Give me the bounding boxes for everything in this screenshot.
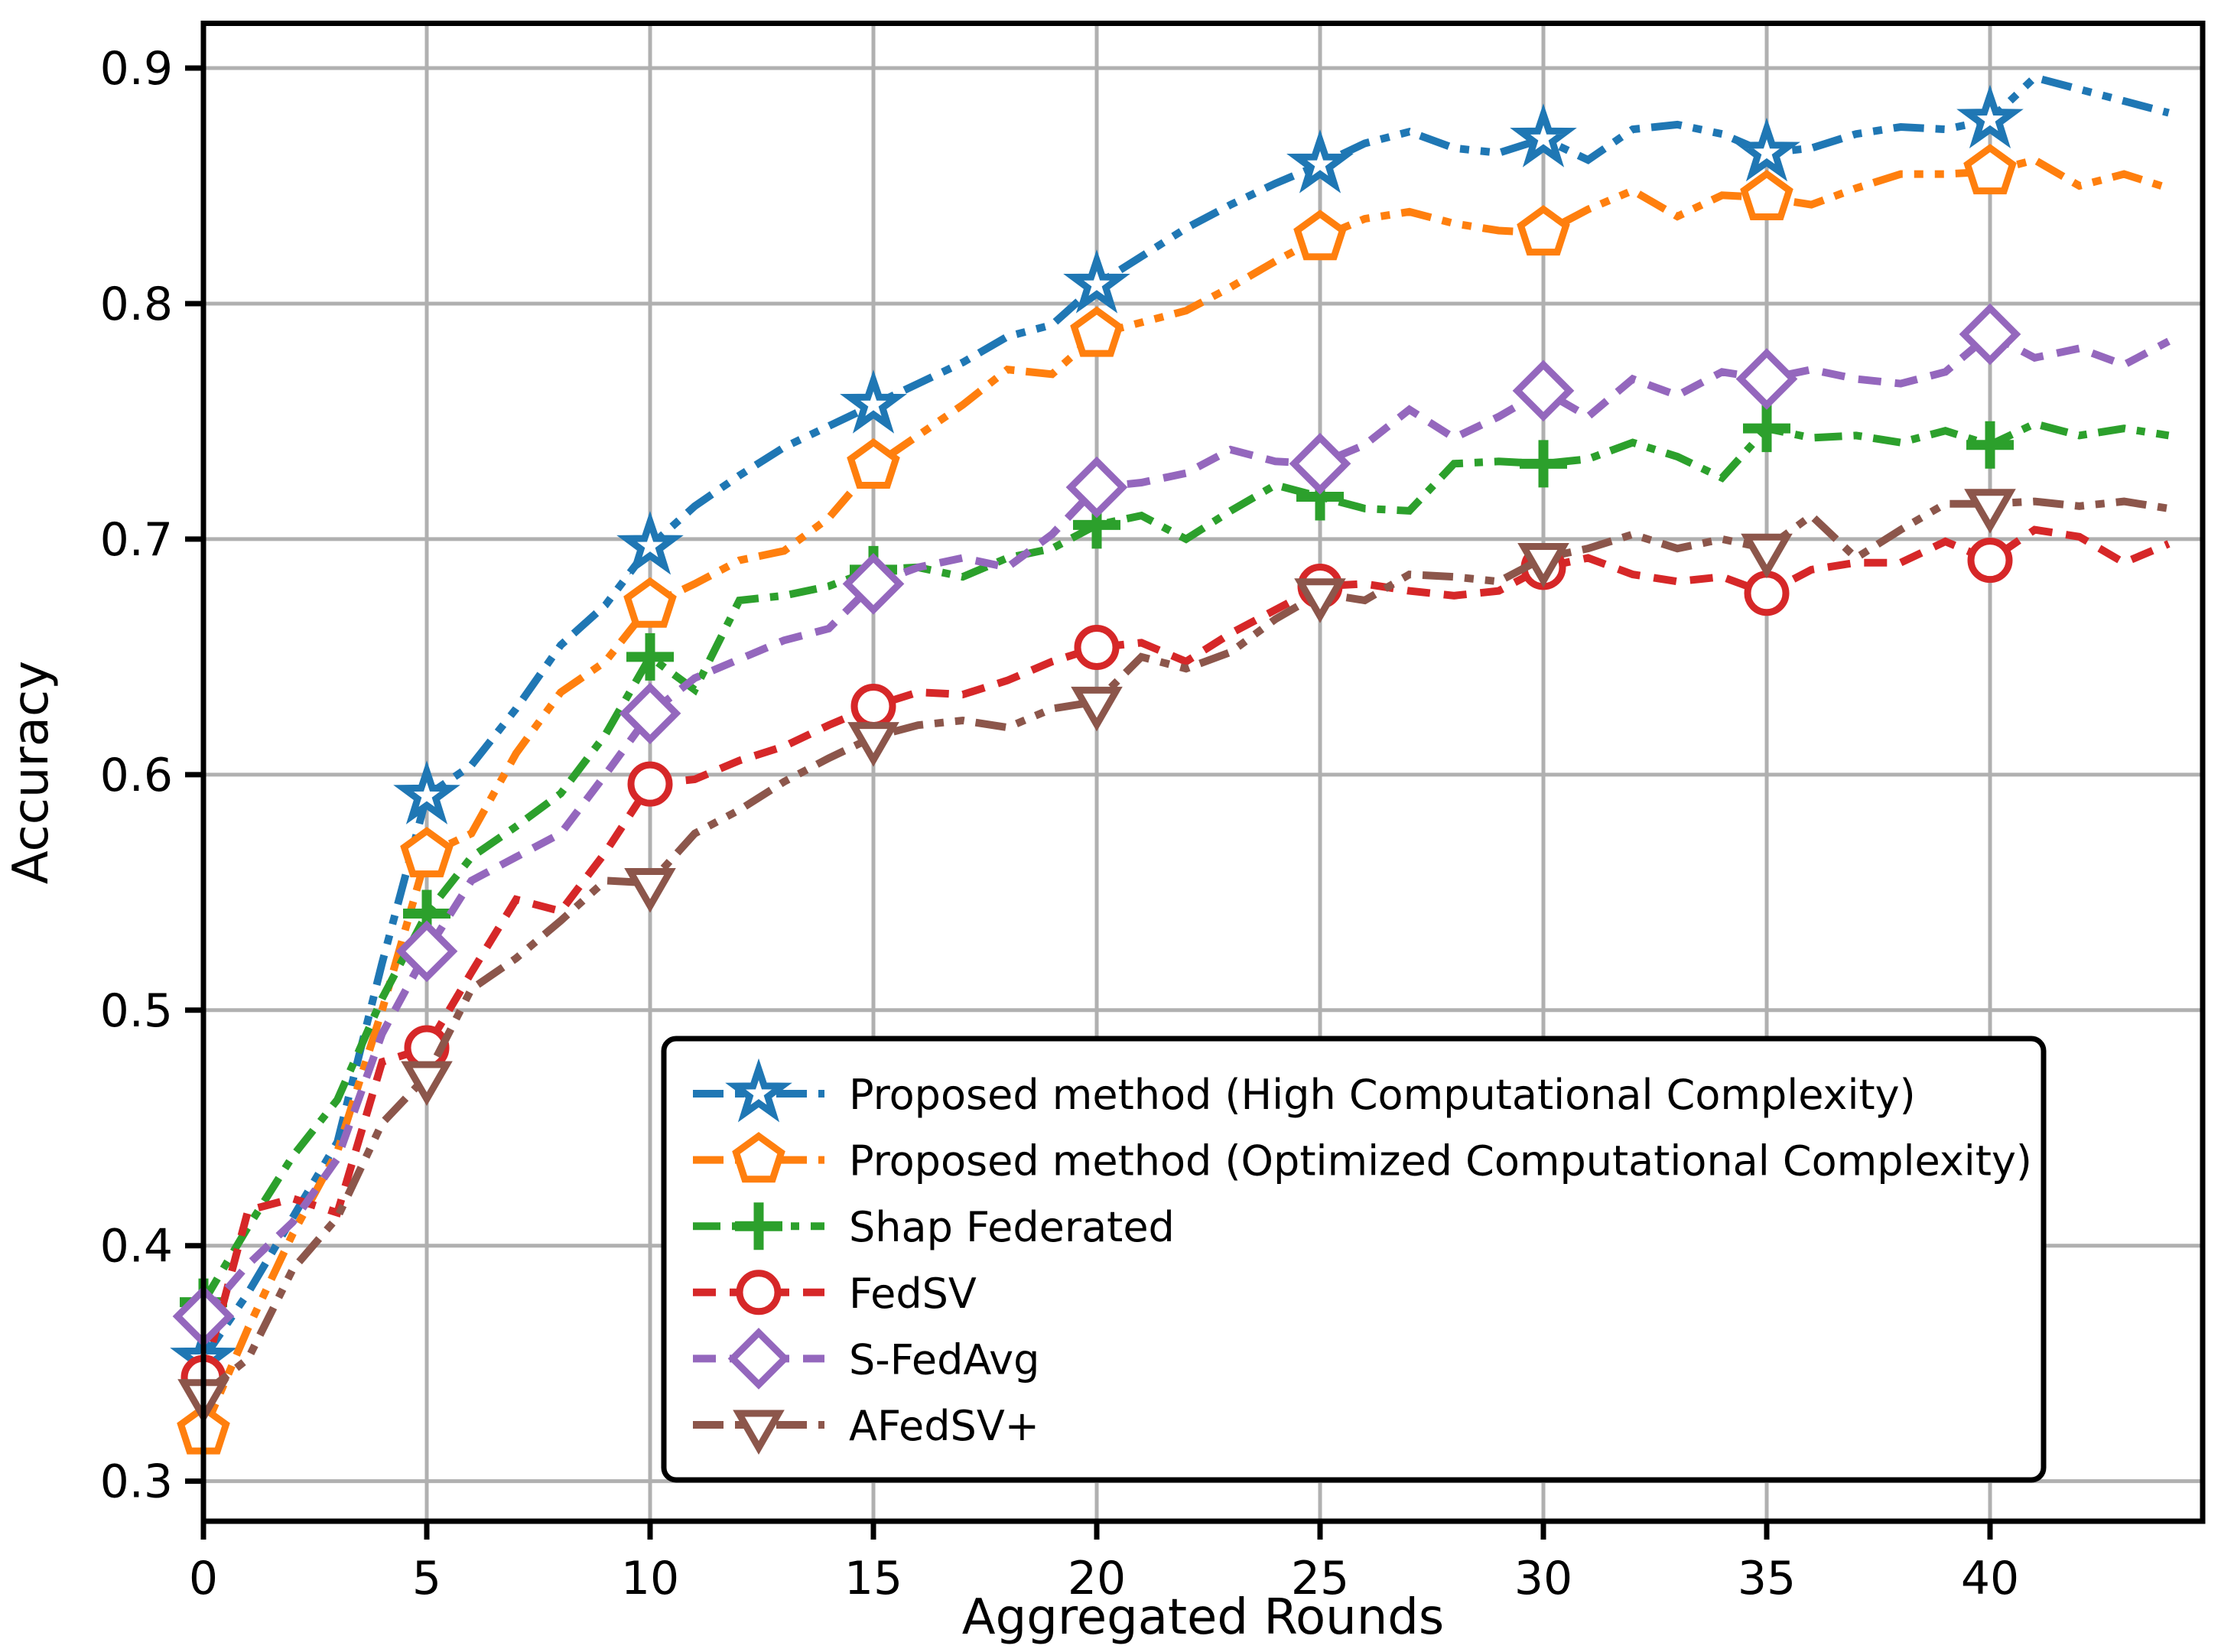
star-marker (840, 369, 907, 434)
diamond-marker (1735, 348, 1798, 410)
diamond-marker (619, 682, 681, 745)
legend-item: S-FedAvg (693, 1328, 1039, 1390)
diamond-marker (727, 1328, 790, 1390)
diamond-marker (395, 920, 458, 983)
legend-label: Proposed method (High Computational Comp… (849, 1071, 1916, 1119)
x-tick-label: 25 (1291, 1552, 1349, 1605)
circle-marker (736, 1270, 782, 1315)
legend-label: Proposed method (Optimized Computational… (849, 1137, 2032, 1185)
circle-marker (1744, 571, 1790, 616)
series-line (200, 497, 2170, 1397)
pentagon-marker (400, 826, 454, 878)
pentagon-marker (1070, 306, 1124, 357)
y-tick-label: 0.3 (100, 1455, 173, 1509)
pentagon-marker (623, 577, 677, 628)
x-tick-label: 10 (621, 1552, 679, 1605)
legend-item: Shap Federated (693, 1202, 1175, 1251)
pentagon-marker (732, 1132, 785, 1183)
star-marker (1063, 249, 1130, 314)
legend: Proposed method (High Computational Comp… (661, 1036, 2047, 1483)
x-tick-label: 20 (1068, 1552, 1126, 1605)
x-tick-label: 35 (1738, 1552, 1796, 1605)
series-line (200, 419, 2170, 1305)
triangle-down-marker (1517, 543, 1569, 588)
triangle-down-marker (1964, 489, 2016, 534)
triangle-down-marker (733, 1410, 785, 1455)
series-line (200, 73, 2170, 1361)
x-tick-label: 40 (1961, 1552, 2019, 1605)
diamond-marker (1959, 303, 2021, 366)
x-tick-label: 5 (412, 1552, 441, 1605)
legend-label: S-FedAvg (849, 1335, 1039, 1384)
x-tick-label: 0 (189, 1552, 218, 1605)
series-line (200, 525, 2171, 1379)
y-tick-label: 0.7 (100, 513, 173, 567)
series-line (200, 330, 2171, 1319)
legend-label: AFedSV+ (849, 1402, 1039, 1450)
diamond-marker (842, 553, 905, 615)
diamond-marker (1065, 456, 1128, 519)
series-line (200, 155, 2171, 1433)
legend-item: Proposed method (Optimized Computational… (693, 1132, 2032, 1185)
triangle-down-marker (1741, 533, 1793, 579)
legend-label: FedSV (849, 1270, 977, 1318)
y-tick-label: 0.9 (100, 42, 173, 96)
x-axis-label: Aggregated Rounds (962, 1589, 1444, 1646)
y-tick-label: 0.4 (100, 1220, 173, 1273)
triangle-down-marker (847, 722, 899, 767)
circle-marker (627, 761, 673, 807)
pentagon-marker (1740, 169, 1793, 220)
star-marker (393, 760, 460, 824)
y-tick-label: 0.8 (100, 278, 173, 331)
star-marker (1733, 117, 1800, 182)
pentagon-marker (1963, 143, 2017, 195)
diamond-marker (1289, 432, 1351, 495)
legend-item: AFedSV+ (693, 1402, 1039, 1455)
y-tick-label: 0.5 (100, 984, 173, 1038)
triangle-down-marker (1294, 578, 1346, 623)
triangle-down-marker (401, 1061, 453, 1106)
star-marker (725, 1058, 792, 1123)
legend-item: FedSV (693, 1270, 977, 1318)
diamond-marker (1512, 359, 1575, 422)
axis-ticks-and-labels: 0 5 10 15 20 25 30 35 40 0.3 0.4 0.5 0.6 0.7 0.8 0.9 (100, 42, 2020, 1605)
star-marker (1956, 84, 2024, 148)
star-marker (616, 510, 684, 575)
y-axis-label: Accuracy (3, 661, 60, 884)
circle-marker (850, 684, 896, 730)
legend-label: Shap Federated (849, 1203, 1175, 1251)
star-marker (1286, 129, 1354, 193)
circle-marker (1074, 625, 1120, 671)
pentagon-marker (1517, 205, 1570, 256)
x-tick-label: 15 (844, 1552, 902, 1605)
star-marker (1510, 103, 1577, 167)
series-s-fedavg (172, 303, 2171, 1348)
triangle-down-marker (1071, 686, 1123, 732)
triangle-down-marker (624, 868, 676, 913)
y-tick-label: 0.6 (100, 749, 173, 802)
legend-item: Proposed method (High Computational Comp… (693, 1058, 1916, 1123)
circle-marker (1967, 538, 2013, 584)
legend-box (661, 1036, 2047, 1483)
pentagon-marker (847, 437, 900, 489)
pentagon-marker (1293, 210, 1347, 261)
x-tick-label: 30 (1514, 1552, 1572, 1605)
